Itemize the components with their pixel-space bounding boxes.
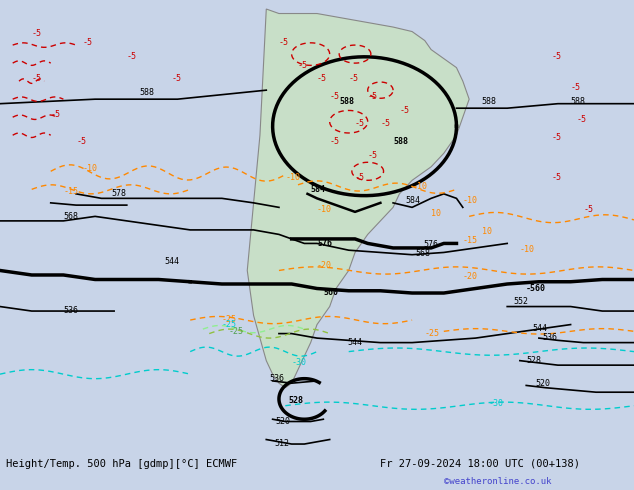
Text: -5: -5 [368,151,378,160]
Text: -5: -5 [51,110,61,119]
Text: -25: -25 [222,320,237,329]
Text: 544: 544 [165,257,180,266]
Text: -5: -5 [355,119,365,128]
Text: -30: -30 [488,399,503,408]
Text: 536: 536 [269,374,285,383]
Text: 10: 10 [431,209,441,219]
Text: 544: 544 [347,338,363,347]
Text: -10: -10 [412,182,427,191]
Text: 536: 536 [542,333,557,343]
Text: -15: -15 [63,187,79,196]
Text: 536: 536 [63,306,79,315]
Text: -5: -5 [552,133,562,142]
Text: -5: -5 [571,83,581,92]
Text: -5: -5 [32,74,42,83]
Text: -5: -5 [552,173,562,182]
Text: -5: -5 [317,74,327,83]
Text: -5: -5 [279,38,289,47]
Text: -10: -10 [82,164,98,173]
Text: 568: 568 [415,249,430,258]
Text: -5: -5 [355,173,365,182]
Text: 576: 576 [424,240,439,249]
Text: -560: -560 [526,284,547,293]
Text: 10: 10 [482,227,492,236]
Text: -5: -5 [330,137,340,146]
Text: 520: 520 [536,379,551,389]
Text: -5: -5 [76,137,86,146]
Text: 584: 584 [406,196,421,205]
Text: -5: -5 [399,106,410,115]
Text: -10: -10 [285,173,301,182]
Text: 578: 578 [111,189,126,198]
Text: 588: 588 [482,97,497,106]
Text: Fr 27-09-2024 18:00 UTC (00+138): Fr 27-09-2024 18:00 UTC (00+138) [380,459,580,468]
Text: 588: 588 [393,137,408,146]
Text: -5: -5 [32,29,42,38]
Text: -10: -10 [463,196,478,205]
Text: -10: -10 [520,245,535,254]
Text: -30: -30 [292,358,307,367]
Text: -20: -20 [463,272,478,281]
Text: -5: -5 [368,92,378,101]
Text: -5: -5 [577,115,587,123]
Text: ©weatheronline.co.uk: ©weatheronline.co.uk [444,477,552,486]
Text: -5: -5 [583,205,593,214]
Text: 528: 528 [288,396,304,405]
Text: -25: -25 [425,329,440,338]
Text: -10: -10 [317,205,332,214]
Text: -20: -20 [317,261,332,270]
Text: -5: -5 [171,74,181,83]
Text: 528: 528 [526,356,541,365]
Text: Height/Temp. 500 hPa [gdmp][°C] ECMWF: Height/Temp. 500 hPa [gdmp][°C] ECMWF [6,459,238,468]
Text: 588: 588 [339,97,354,106]
Text: -5: -5 [127,51,137,61]
Polygon shape [247,9,469,388]
Text: -5: -5 [380,119,391,128]
Text: -5: -5 [349,74,359,83]
Text: 552: 552 [514,297,529,306]
Text: 588: 588 [139,88,155,97]
Text: -25: -25 [222,316,237,324]
Text: 520: 520 [276,417,291,426]
Text: 588: 588 [571,97,586,106]
Text: -15: -15 [463,237,478,245]
Text: -5: -5 [330,92,340,101]
Text: 576: 576 [317,239,332,247]
Text: 568: 568 [63,212,79,220]
Text: 584: 584 [311,185,326,194]
Text: 512: 512 [275,440,290,448]
Text: -5: -5 [298,61,308,70]
Text: 544: 544 [533,324,548,333]
Text: -25: -25 [228,327,243,336]
Text: -5: -5 [552,51,562,61]
Text: -5: -5 [82,38,93,47]
Text: 560: 560 [323,288,339,297]
